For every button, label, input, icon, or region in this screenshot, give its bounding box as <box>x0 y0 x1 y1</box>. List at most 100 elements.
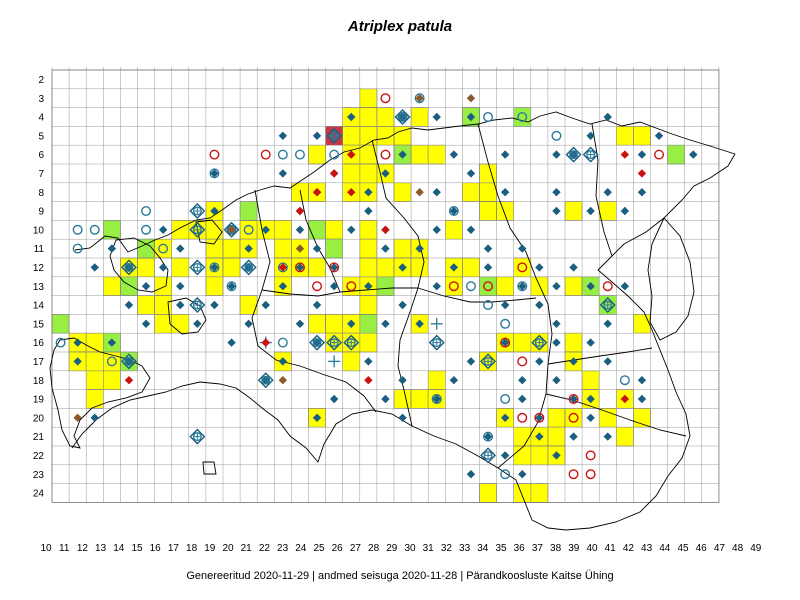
row-label: 24 <box>33 489 45 500</box>
target-marker <box>343 334 360 351</box>
row-label: 19 <box>33 395 45 406</box>
yellow-cell <box>205 238 224 259</box>
diamond-blue-marker <box>689 150 698 159</box>
diamond-blue-marker <box>244 244 253 253</box>
yellow-cell <box>325 314 344 334</box>
footer-generated: Genereeritud 2020-11-29 <box>186 570 310 582</box>
yellow-cell <box>410 144 429 165</box>
diamond-blue-marker <box>381 169 390 178</box>
row-label: 14 <box>33 301 45 312</box>
row-label: 15 <box>33 319 45 330</box>
diamond-blue-marker <box>466 470 476 479</box>
circle-red-marker <box>517 262 528 273</box>
diamond-blue-marker <box>518 394 527 404</box>
column-label: 11 <box>59 543 70 554</box>
column-label: 26 <box>332 543 344 554</box>
circle-teal-marker <box>158 243 169 254</box>
circle-teal-marker <box>72 224 83 235</box>
target-marker <box>189 297 206 313</box>
diamond-blue-marker <box>432 112 441 122</box>
diamond-blue-marker <box>603 112 612 122</box>
column-label: 13 <box>95 543 107 554</box>
diamond-blue-marker <box>552 206 561 216</box>
diamond-blue-marker <box>295 263 305 272</box>
row-label: 23 <box>33 470 45 481</box>
diamond-blue-marker <box>535 357 544 366</box>
yellow-cell <box>530 483 549 503</box>
circle-red-marker <box>602 281 613 292</box>
circle-teal-marker <box>483 300 494 311</box>
yellow-cell <box>359 107 378 127</box>
diamond-blue-marker <box>312 300 322 310</box>
diamond-blue-marker <box>569 394 578 404</box>
circle-teal-marker <box>500 318 511 329</box>
diamond-brown-marker <box>73 413 82 422</box>
row-label: 2 <box>38 75 44 86</box>
diamond-blue-marker <box>295 319 305 328</box>
column-label: 27 <box>350 543 362 554</box>
yellow-cell <box>513 445 532 466</box>
row-label: 17 <box>33 357 45 368</box>
circle-teal-marker <box>465 281 476 292</box>
diamond-blue-marker <box>654 131 664 140</box>
diamond-blue-marker <box>261 225 270 234</box>
diamond-blue-marker <box>261 300 270 310</box>
target-marker <box>531 334 548 351</box>
target-marker <box>120 259 137 276</box>
column-label: 48 <box>732 543 744 554</box>
yellow-cell <box>564 276 583 296</box>
circle-red-marker <box>568 394 579 405</box>
circle-teal-marker <box>226 281 237 292</box>
yellow-cell <box>564 408 583 428</box>
diamond-blue-marker <box>466 225 476 234</box>
diamond-blue-marker <box>552 150 561 159</box>
green-cell <box>239 201 258 221</box>
yellow-cell <box>85 389 104 409</box>
target-marker <box>189 221 206 238</box>
diamond-blue-marker <box>466 357 476 366</box>
circle-teal-marker <box>141 205 152 216</box>
diamond-blue-marker <box>210 206 219 216</box>
diamond-red-marker <box>312 188 322 197</box>
island-ruhnu <box>202 461 217 475</box>
row-label: 13 <box>33 282 45 293</box>
diamond-blue-marker <box>295 225 305 234</box>
circle-teal-marker <box>551 130 562 141</box>
diamond-blue-marker <box>73 338 82 347</box>
target-marker <box>189 259 206 276</box>
circle-teal-marker <box>517 111 528 122</box>
yellow-cell <box>103 276 121 296</box>
row-label: 20 <box>33 413 45 424</box>
diamond-blue-marker <box>500 413 510 422</box>
yellow-cell <box>633 314 651 334</box>
diamond-blue-marker <box>329 263 339 272</box>
diamond-blue-marker <box>347 112 356 122</box>
column-label: 34 <box>477 543 489 554</box>
diamond-blue-marker <box>483 263 493 272</box>
diamond-blue-marker <box>193 319 202 328</box>
diamond-blue-marker <box>500 451 510 460</box>
circle-teal-marker <box>277 337 288 348</box>
diamond-blue-marker <box>586 282 595 291</box>
diamond-blue-marker <box>552 376 561 385</box>
island-vormsi <box>195 219 223 245</box>
column-label: 15 <box>131 543 143 554</box>
diamond-blue-marker <box>569 432 578 441</box>
diamond-blue-marker <box>210 300 219 310</box>
column-label: 17 <box>168 543 180 554</box>
column-label: 16 <box>150 543 162 554</box>
diamond-blue-marker <box>569 357 578 366</box>
yellow-cell <box>137 295 155 315</box>
target-marker <box>240 259 257 276</box>
border-south <box>71 381 533 521</box>
yellow-cell <box>479 201 497 221</box>
diamond-blue-marker <box>398 376 407 385</box>
green-cell <box>120 276 138 296</box>
island-hiiumaa <box>109 237 169 293</box>
diamond-blue-marker <box>381 319 390 328</box>
diamond-blue-marker <box>569 263 578 272</box>
diamond-blue-marker <box>415 244 424 253</box>
diamond-blue-marker <box>90 263 99 272</box>
diamond-blue-marker <box>500 188 510 197</box>
